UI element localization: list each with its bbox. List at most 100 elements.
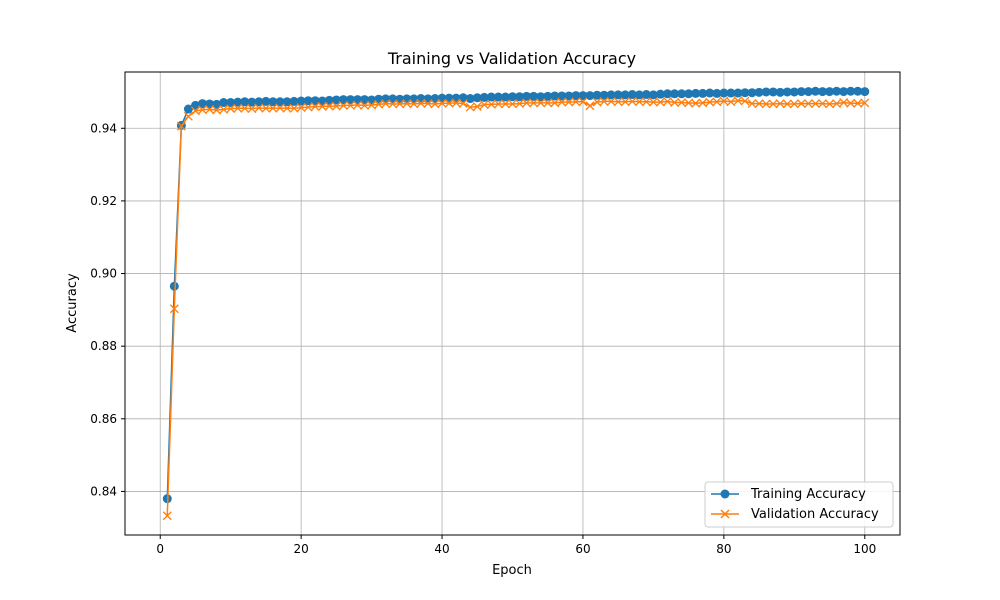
data-point-training-accuracy	[768, 87, 778, 97]
data-point-validation-accuracy	[374, 99, 384, 109]
data-point-training-accuracy	[853, 86, 863, 96]
data-point-validation-accuracy	[648, 97, 658, 107]
legend-label-validation: Validation Accuracy	[751, 507, 879, 522]
data-point-training-accuracy	[620, 90, 630, 100]
data-point-validation-accuracy	[162, 511, 172, 521]
data-point-validation-accuracy	[775, 99, 785, 109]
plot-frame	[124, 71, 901, 536]
data-point-validation-accuracy	[282, 103, 292, 113]
data-point-training-accuracy	[198, 99, 207, 109]
data-point-validation-accuracy	[176, 121, 186, 131]
data-point-validation-accuracy	[183, 111, 193, 121]
data-point-training-accuracy	[712, 88, 722, 98]
data-point-validation-accuracy	[444, 98, 454, 108]
data-point-training-accuracy	[698, 88, 708, 98]
data-point-training-accuracy	[803, 87, 813, 97]
data-point-training-accuracy	[789, 87, 799, 97]
data-point-validation-accuracy	[796, 99, 806, 109]
data-point-training-accuracy	[747, 88, 757, 98]
data-point-training-accuracy	[522, 91, 532, 101]
data-point-validation-accuracy	[402, 99, 412, 109]
data-point-validation-accuracy	[254, 103, 264, 113]
data-point-training-accuracy	[740, 88, 750, 98]
data-point-validation-accuracy	[268, 103, 278, 113]
data-point-validation-accuracy	[331, 101, 341, 111]
data-point-training-accuracy	[226, 98, 236, 108]
data-point-validation-accuracy	[585, 101, 595, 111]
data-point-training-accuracy	[486, 92, 496, 102]
series-validation-accuracy	[162, 96, 870, 521]
data-point-validation-accuracy	[303, 102, 313, 112]
y-tick-label: 0.90	[90, 267, 117, 281]
data-point-validation-accuracy	[846, 98, 856, 108]
data-point-training-accuracy	[212, 99, 222, 109]
data-point-validation-accuracy	[768, 99, 778, 109]
data-point-training-accuracy	[289, 96, 299, 106]
data-point-training-accuracy	[233, 97, 243, 107]
data-point-training-accuracy	[508, 92, 517, 102]
data-point-validation-accuracy	[500, 99, 510, 109]
chart-title: Training vs Validation Accuracy	[387, 49, 636, 68]
data-point-validation-accuracy	[599, 96, 609, 106]
y-axis: 0.84 0.86 0.88 0.90 0.92 0.94	[90, 121, 125, 498]
data-point-training-accuracy	[317, 96, 327, 106]
data-point-training-accuracy	[705, 88, 715, 98]
data-point-training-accuracy	[796, 87, 806, 97]
data-point-training-accuracy	[684, 89, 694, 99]
data-point-training-accuracy	[691, 88, 701, 98]
data-point-validation-accuracy	[839, 98, 849, 107]
legend: Training Accuracy Validation Accuracy	[704, 481, 894, 528]
data-point-training-accuracy	[190, 100, 200, 110]
data-point-validation-accuracy	[726, 97, 736, 107]
data-point-validation-accuracy	[437, 98, 447, 108]
data-point-validation-accuracy	[663, 96, 672, 106]
data-point-training-accuracy	[627, 90, 637, 100]
data-point-validation-accuracy	[345, 100, 355, 110]
data-point-training-accuracy	[331, 95, 341, 105]
data-point-validation-accuracy	[423, 99, 433, 109]
data-point-validation-accuracy	[360, 100, 370, 110]
data-point-training-accuracy	[360, 95, 370, 105]
data-point-validation-accuracy	[367, 100, 377, 110]
data-point-validation-accuracy	[782, 99, 792, 109]
data-point-training-accuracy	[543, 91, 553, 101]
data-point-training-accuracy	[606, 90, 616, 100]
data-point-validation-accuracy	[860, 98, 870, 108]
data-point-training-accuracy	[169, 281, 179, 291]
data-point-validation-accuracy	[712, 97, 722, 107]
data-point-validation-accuracy	[606, 96, 616, 106]
data-point-validation-accuracy	[317, 102, 327, 111]
data-point-validation-accuracy	[564, 97, 574, 107]
data-point-training-accuracy	[726, 88, 736, 98]
data-point-validation-accuracy	[832, 99, 842, 109]
data-point-training-accuracy	[818, 87, 827, 97]
data-point-validation-accuracy	[571, 97, 581, 107]
data-point-training-accuracy	[677, 89, 687, 99]
data-point-training-accuracy	[275, 97, 285, 107]
data-point-validation-accuracy	[747, 99, 757, 109]
series-layer	[162, 86, 870, 521]
data-point-validation-accuracy	[789, 99, 799, 109]
data-point-validation-accuracy	[226, 104, 236, 114]
series-line-validation-accuracy	[166, 99, 865, 516]
data-point-validation-accuracy	[388, 99, 398, 109]
data-point-validation-accuracy	[296, 103, 306, 113]
data-point-validation-accuracy	[557, 97, 567, 107]
data-point-validation-accuracy	[550, 98, 560, 108]
y-tick-label: 0.84	[90, 484, 117, 498]
data-point-validation-accuracy	[761, 99, 771, 109]
data-point-training-accuracy	[353, 95, 362, 105]
data-point-training-accuracy	[183, 104, 193, 114]
data-point-training-accuracy	[782, 87, 792, 97]
data-point-validation-accuracy	[493, 99, 503, 109]
data-point-training-accuracy	[472, 93, 482, 103]
data-point-training-accuracy	[670, 89, 680, 99]
data-point-validation-accuracy	[825, 99, 835, 109]
data-point-validation-accuracy	[803, 99, 813, 109]
data-point-validation-accuracy	[472, 102, 482, 111]
data-point-validation-accuracy	[261, 103, 271, 113]
data-point-validation-accuracy	[198, 105, 207, 115]
data-point-validation-accuracy	[324, 101, 334, 111]
data-point-validation-accuracy	[416, 98, 426, 108]
data-point-training-accuracy	[761, 87, 771, 97]
